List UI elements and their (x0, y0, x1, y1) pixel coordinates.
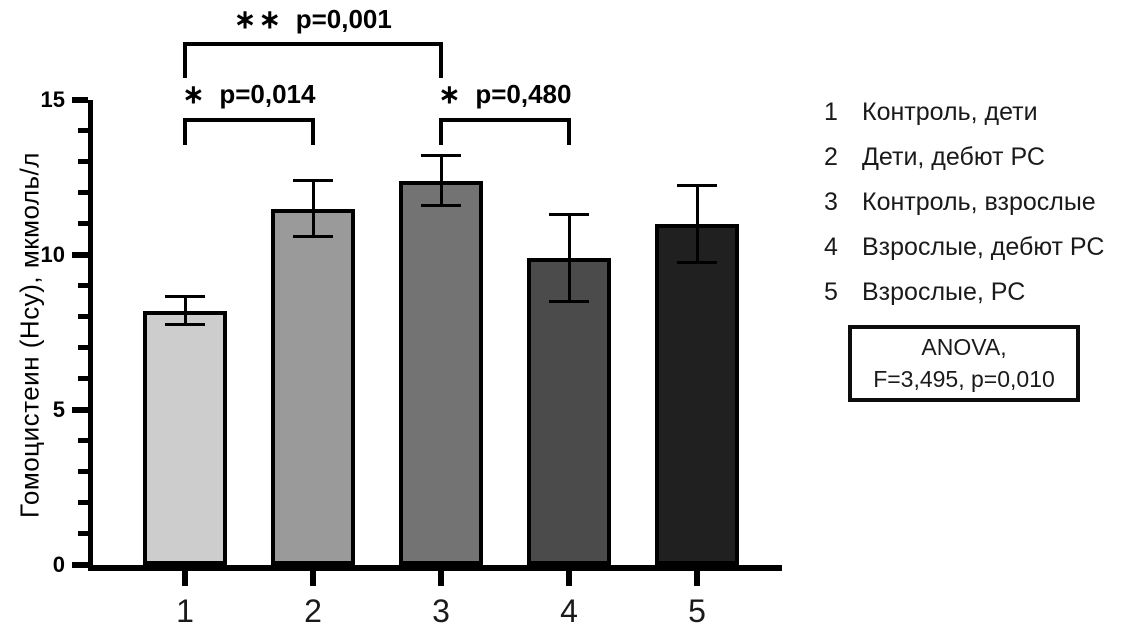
legend-item-label: Контроль, взрослые (862, 188, 1096, 216)
plot-area: 0 5 10 15 1 2 3 4 5 ∗ p=0,014 ∗∗ p=0,001 ∗ p=0,480 (41, 5, 782, 627)
error-bar (311, 180, 315, 237)
significance-stars: ∗∗ (234, 4, 284, 34)
x-axis-tick (310, 571, 316, 586)
significance-bracket (183, 42, 443, 78)
legend-item: 2 Дети, дебют РС (818, 143, 1104, 172)
error-bar-cap (677, 261, 717, 265)
legend-item-number: 4 (824, 233, 838, 261)
y-axis-major-tick (72, 252, 88, 258)
y-axis-minor-tick (78, 190, 88, 195)
x-axis-tick (182, 571, 188, 586)
x-axis-tick-label: 5 (688, 593, 706, 629)
error-bar-cap (421, 203, 461, 207)
legend-item-number: 3 (824, 188, 838, 216)
y-axis-major-tick (72, 562, 88, 568)
y-axis-title: Гомоцистеин (Hcy), мкмоль/л (14, 152, 45, 518)
y-axis-major-tick (72, 407, 88, 413)
significance-label: ∗∗ p=0,001 (153, 5, 473, 34)
x-axis-tick-label: 2 (304, 593, 322, 629)
legend-item-label: Контроль, дети (862, 98, 1038, 126)
anova-line-1: ANOVA, (921, 334, 1007, 361)
y-axis-minor-tick (78, 469, 88, 474)
legend-item-number: 2 (824, 143, 838, 171)
error-bar-cap (165, 323, 205, 327)
bar-group-3 (399, 180, 483, 565)
y-axis-minor-tick (78, 438, 88, 443)
x-axis-tick (566, 571, 572, 586)
error-bar-cap (677, 183, 717, 187)
significance-p-value: p=0,480 (475, 79, 572, 109)
significance-label: ∗ p=0,480 (345, 80, 665, 109)
legend-item-number: 5 (824, 278, 838, 306)
error-bar-cap (549, 213, 589, 217)
y-axis-minor-tick (78, 283, 88, 288)
error-bar-cap (293, 234, 333, 238)
legend-item: 5 Взрослые, РС (818, 278, 1104, 307)
y-axis-minor-tick (78, 531, 88, 536)
bar-group-2 (271, 208, 355, 565)
y-axis-minor-tick (78, 128, 88, 133)
significance-p-value: p=0,001 (295, 4, 392, 34)
bar-group-4 (527, 258, 611, 565)
anova-box: ANOVA, F=3,495, p=0,010 (848, 325, 1080, 402)
legend-item-label: Взрослые, РС (862, 278, 1026, 306)
significance-bracket (439, 118, 571, 145)
y-axis-minor-tick (78, 376, 88, 381)
error-bar-cap (293, 179, 333, 183)
legend-item: 3 Контроль, взрослые (818, 188, 1104, 217)
y-axis-major-tick (72, 97, 88, 103)
y-axis-tick-label: 10 (40, 242, 65, 267)
y-axis-tick-label: 5 (52, 397, 65, 422)
bar-group-1 (143, 310, 227, 565)
significance-label: ∗ p=0,014 (89, 80, 409, 109)
error-bar-cap (165, 295, 205, 299)
y-axis-minor-tick (78, 314, 88, 319)
y-axis-minor-tick (78, 345, 88, 350)
bar-group-5 (655, 224, 739, 565)
legend-item: 4 Взрослые, дебют РС (818, 233, 1104, 262)
error-bar (567, 214, 571, 302)
significance-p-value: p=0,014 (219, 79, 316, 109)
legend-item-label: Дети, дебют РС (862, 143, 1045, 171)
legend-item-label: Взрослые, дебют РС (862, 233, 1105, 261)
y-axis-tick-label: 0 (52, 552, 65, 577)
x-axis-tick-label: 4 (560, 593, 578, 629)
significance-stars: ∗ (438, 79, 464, 109)
legend-item-number: 1 (824, 98, 838, 126)
error-bar (695, 185, 699, 263)
x-axis-tick-label: 1 (176, 593, 194, 629)
x-axis-tick-label: 3 (432, 593, 450, 629)
y-axis-tick-label: 15 (40, 87, 65, 112)
y-axis-minor-tick (78, 500, 88, 505)
x-axis-tick (694, 571, 700, 586)
y-axis-minor-tick (78, 159, 88, 164)
error-bar-cap (549, 300, 589, 303)
anova-line-2: F=3,495, p=0,010 (873, 365, 1055, 392)
error-bar (439, 155, 443, 206)
significance-bracket (183, 118, 315, 145)
significance-stars: ∗ (182, 79, 208, 109)
error-bar (183, 296, 187, 325)
error-bar-cap (421, 154, 461, 158)
legend: 1 Контроль, дети 2 Дети, дебют РС 3 Конт… (818, 98, 1104, 323)
legend-item: 1 Контроль, дети (818, 98, 1104, 127)
x-axis-tick (438, 571, 444, 586)
y-axis-minor-tick (78, 221, 88, 226)
